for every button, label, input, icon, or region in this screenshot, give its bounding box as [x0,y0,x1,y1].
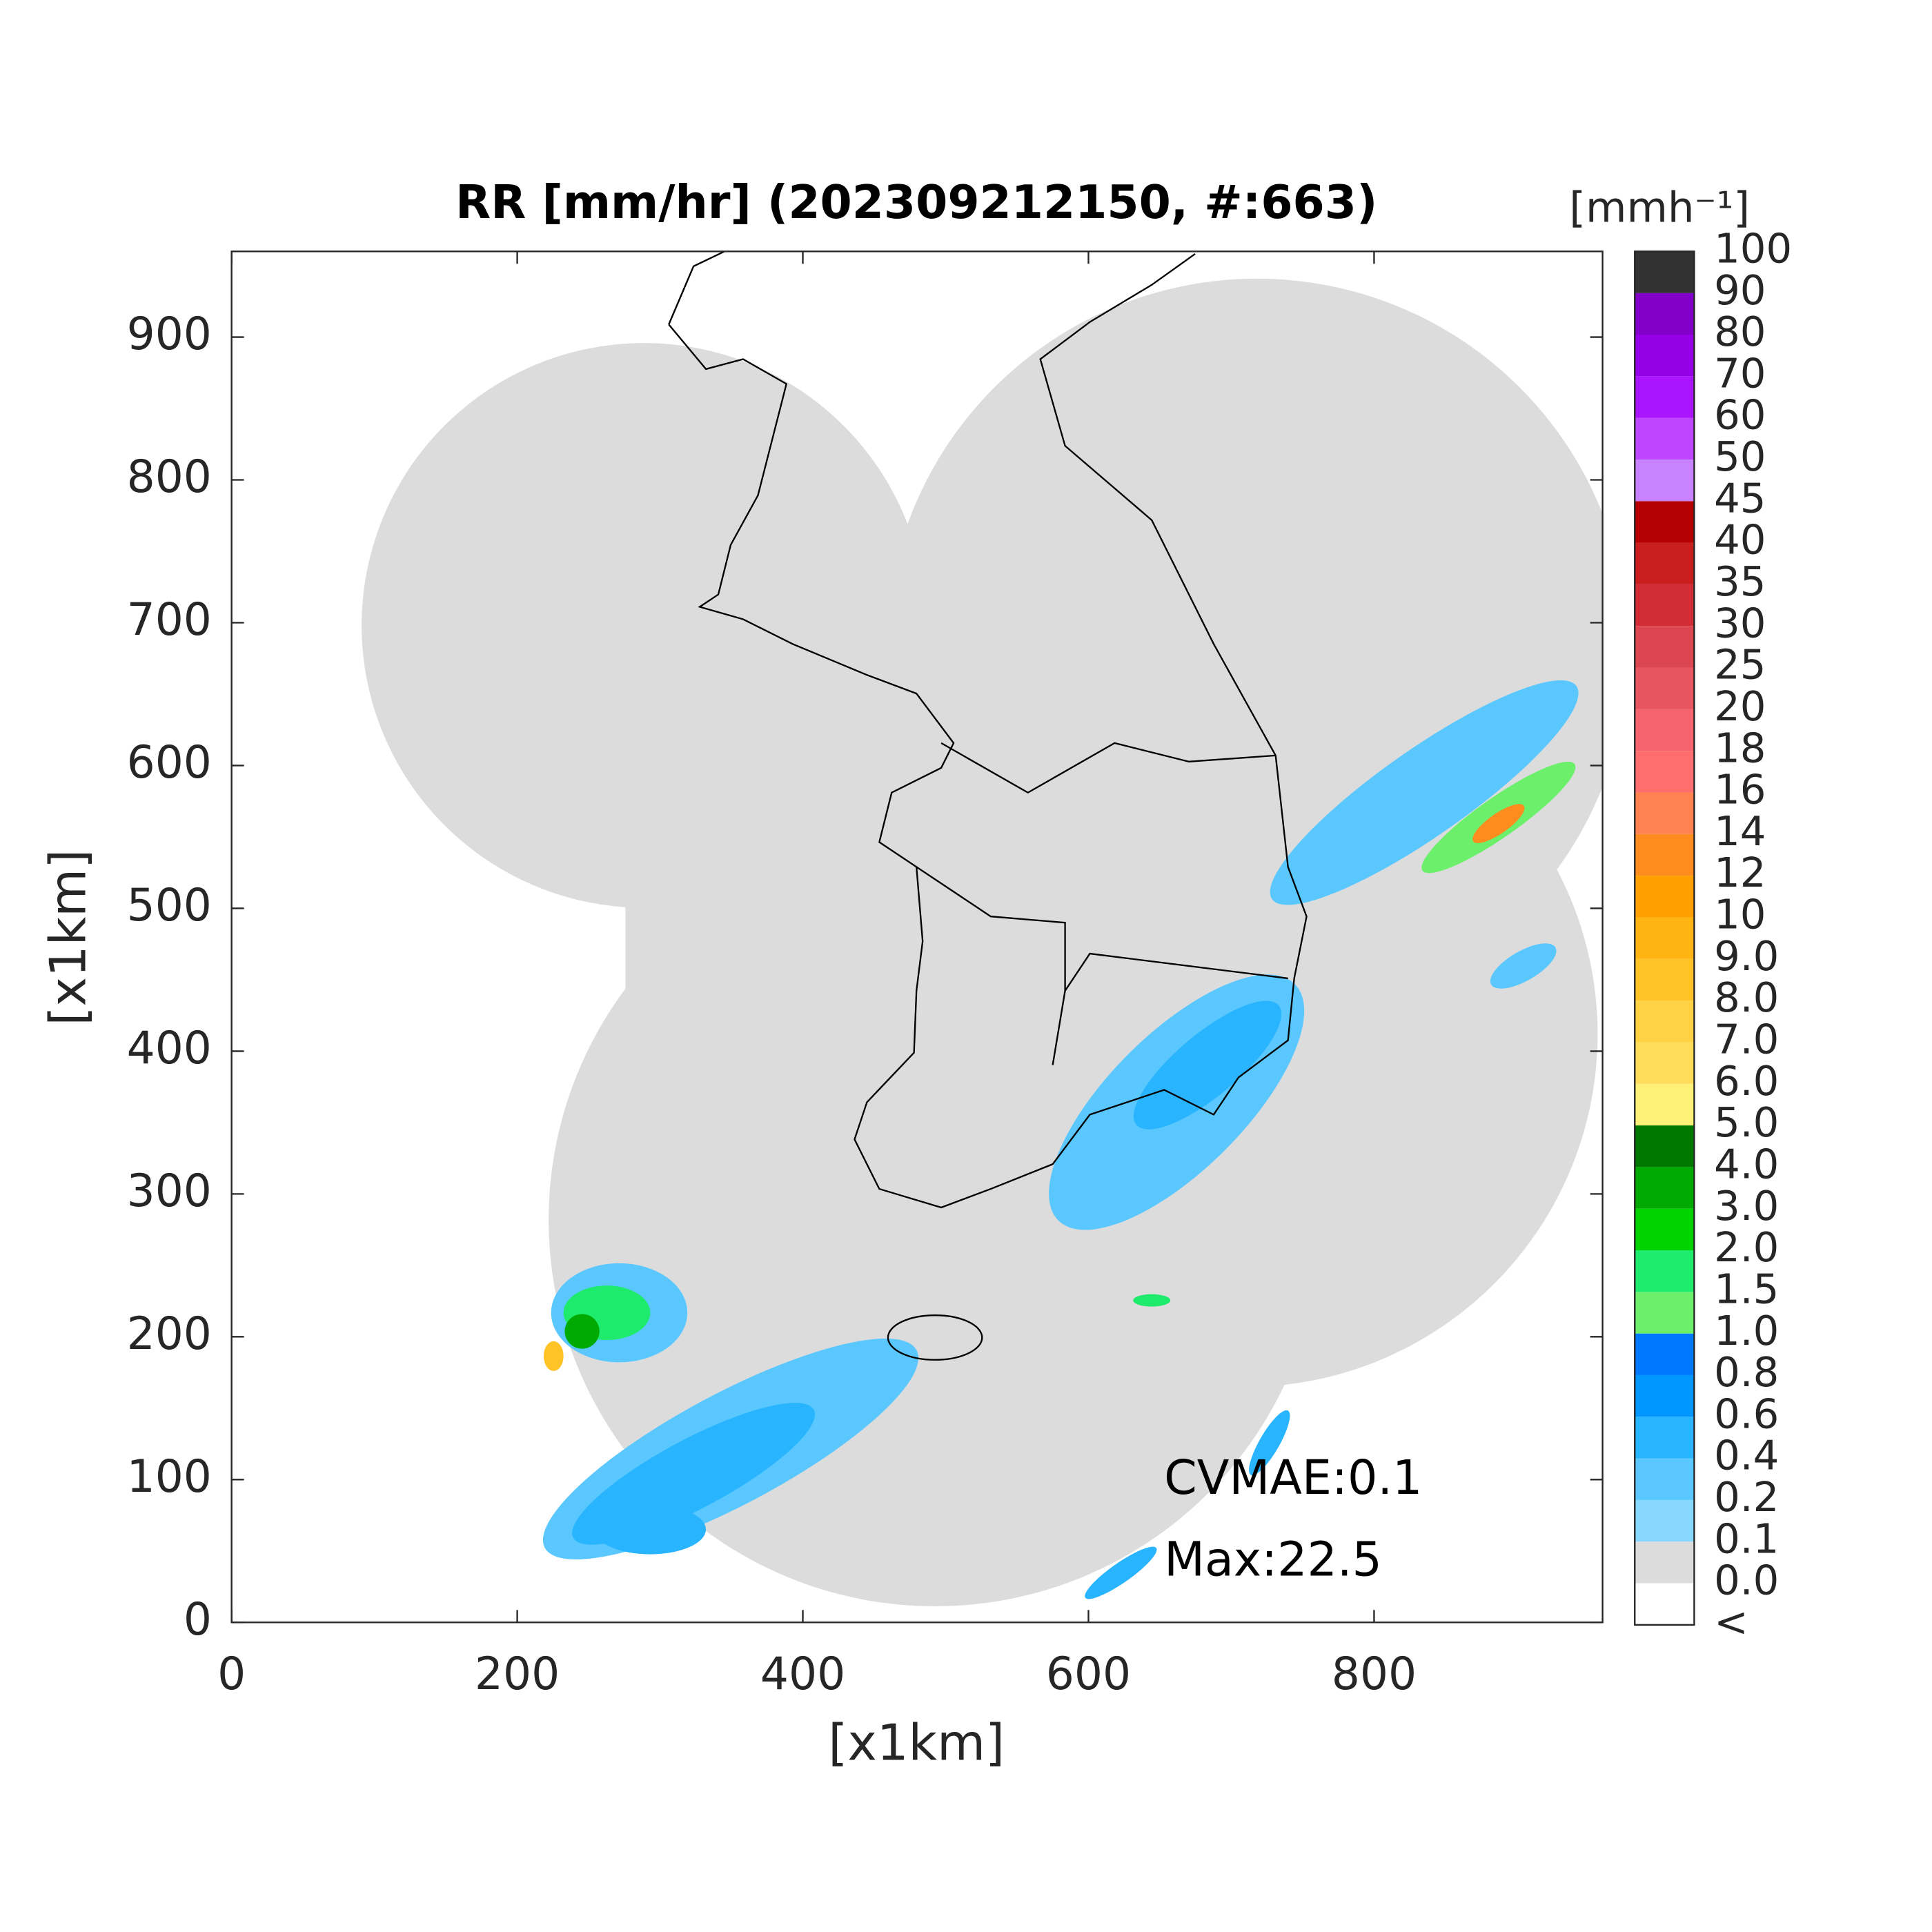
colorbar-segment [1635,501,1695,543]
colorbar-title: [mmh⁻¹] [1569,184,1750,233]
colorbar-label: 25 [1714,641,1766,689]
colorbar-label: 35 [1714,558,1766,605]
colorbar-segment [1635,1417,1695,1459]
colorbar-segment [1635,958,1695,1001]
colorbar-segment [1635,667,1695,709]
colorbar-segment [1635,417,1695,460]
colorbar-segment [1635,459,1695,502]
colorbar-label: 1.0 [1714,1307,1779,1354]
colorbar-label: 0.0 [1714,1557,1779,1604]
colorbar-label: 14 [1714,807,1766,855]
colorbar-segment [1635,1458,1695,1500]
y-axis-label: [x1km] [39,849,97,1026]
colorbar-segment [1635,1208,1695,1251]
y-tick-label: 700 [127,594,212,646]
y-tick-label: 0 [184,1594,212,1646]
colorbar-segment [1635,626,1695,668]
colorbar-label: 0.6 [1714,1390,1779,1437]
colorbar-label: 50 [1714,433,1766,480]
colorbar-segment [1635,709,1695,751]
colorbar-segment [1635,1583,1695,1625]
colorbar-segment [1635,1000,1695,1043]
y-tick-label: 200 [127,1308,212,1360]
map-area [362,251,1603,1606]
chart-title: RR [mm/hr] (202309212150, #:663) [455,175,1377,229]
x-axis-label: [x1km] [828,1713,1005,1771]
colorbar-segment [1635,251,1695,293]
x-tick-label: 200 [475,1648,560,1700]
radar-coverage [362,279,1603,1606]
annotation: CVMAE:0.1 [1164,1451,1422,1506]
colorbar-label: 0.1 [1714,1515,1779,1562]
colorbar-label: 10 [1714,891,1766,938]
colorbar-label: 1.5 [1714,1265,1779,1312]
y-tick-label: 400 [127,1023,212,1074]
colorbar-label: 18 [1714,724,1766,771]
colorbar-segment [1635,1042,1695,1084]
colorbar-label: 2.0 [1714,1223,1779,1271]
colorbar-segment [1635,1374,1695,1417]
colorbar-label: 16 [1714,766,1766,814]
colorbar-segment [1635,1125,1695,1167]
colorbar-segment [1635,1292,1695,1334]
colorbar-label: 20 [1714,682,1766,730]
colorbar-label: 0.8 [1714,1348,1779,1396]
colorbar-segment [1635,834,1695,876]
colorbar-label: 4.0 [1714,1140,1779,1187]
colorbar-label: < [1714,1598,1748,1646]
colorbar-frame [1634,250,1695,1626]
y-tick-label: 800 [127,451,212,503]
colorbar-label: 30 [1714,599,1766,647]
colorbar-label: 40 [1714,516,1766,564]
colorbar-label: 3.0 [1714,1182,1779,1230]
y-tick-label: 100 [127,1451,212,1503]
colorbar-segment [1635,1083,1695,1126]
colorbar-segment [1635,293,1695,335]
colorbar-segment [1635,1499,1695,1542]
colorbar-segment [1635,542,1695,584]
colorbar-segment [1635,376,1695,418]
colorbar-segment [1635,792,1695,834]
x-tick-label: 800 [1332,1648,1417,1700]
colorbar-label: 45 [1714,474,1766,522]
colorbar-segment [1635,917,1695,959]
colorbar-segment [1635,334,1695,377]
colorbar-label: 9.0 [1714,932,1779,980]
colorbar-segment [1635,584,1695,627]
x-tick-label: 0 [217,1648,246,1700]
coastline [668,251,1308,1361]
colorbar-segment [1635,1250,1695,1292]
colorbar-segment [1635,1333,1695,1375]
x-tick-label: 400 [760,1648,845,1700]
colorbar-label: 80 [1714,308,1766,355]
colorbar-label: 0.2 [1714,1473,1779,1521]
colorbar-label: 60 [1714,391,1766,439]
annotation: Max:22.5 [1164,1533,1382,1588]
colorbar-label: 90 [1714,266,1766,314]
y-tick-label: 300 [127,1165,212,1217]
axes-box [230,250,1604,1624]
colorbar-label: 7.0 [1714,1016,1779,1063]
precipitation [542,680,1579,1599]
colorbar-segment [1635,1167,1695,1209]
colorbar-label: 100 [1714,224,1792,272]
colorbar-label: 8.0 [1714,974,1779,1021]
y-tick-label: 900 [127,308,212,360]
colorbar-segment [1635,751,1695,793]
colorbar-label: 0.4 [1714,1432,1779,1479]
y-tick-label: 600 [127,737,212,789]
colorbar-segment [1635,1541,1695,1584]
colorbar-label: 12 [1714,849,1766,896]
colorbar-label: 6.0 [1714,1057,1779,1105]
x-tick-label: 600 [1046,1648,1131,1700]
colorbar-label: 70 [1714,349,1766,397]
y-tick-label: 500 [127,880,212,931]
colorbar-label: 5.0 [1714,1098,1779,1146]
colorbar-segment [1635,876,1695,918]
